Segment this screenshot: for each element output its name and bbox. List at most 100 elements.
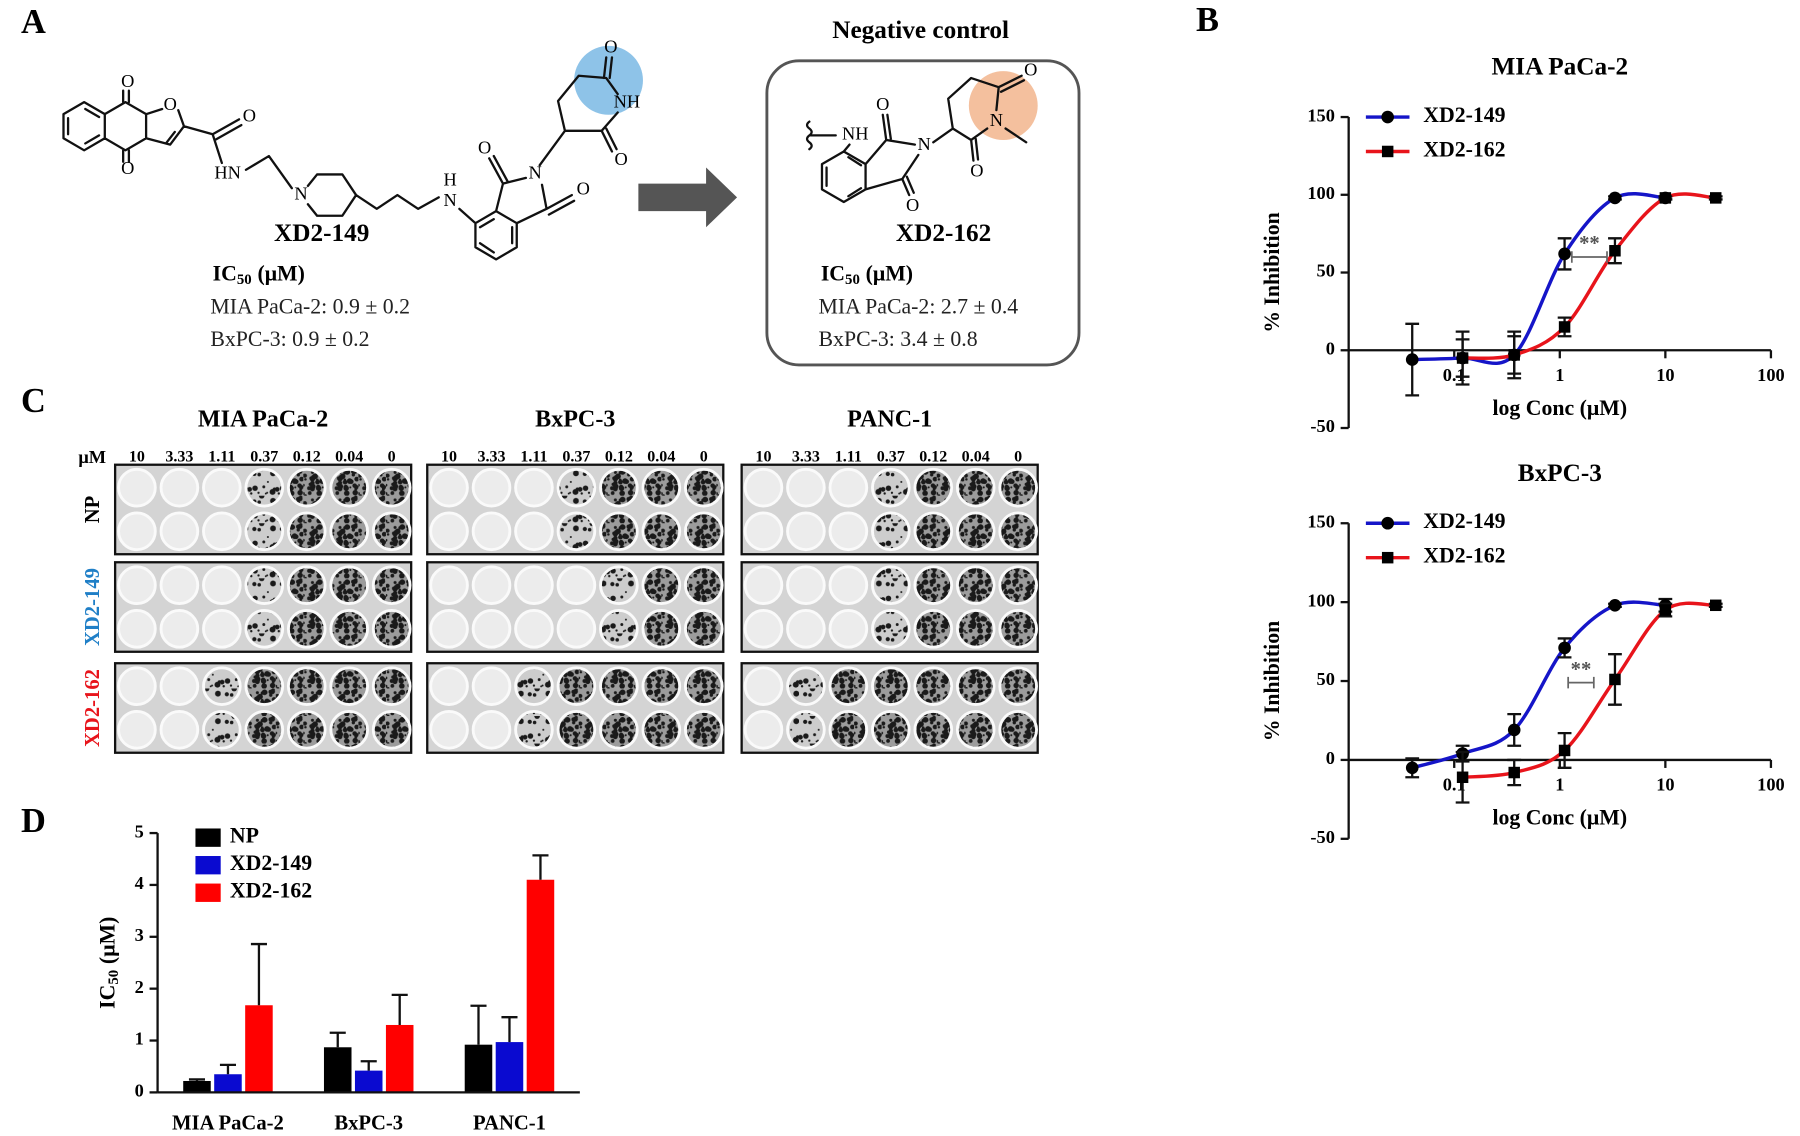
well: [828, 511, 869, 552]
marker: [1507, 723, 1521, 737]
atom-label: NH: [842, 124, 869, 144]
concentration-label: 0: [1014, 449, 1022, 466]
well: [599, 467, 639, 508]
x-tick-label: 1: [1555, 775, 1564, 795]
chart-title: MIA PaCa-2: [1491, 54, 1628, 81]
well: [743, 609, 784, 649]
well: [471, 666, 512, 706]
concentration-label: 1.11: [835, 449, 862, 466]
concentration-label: 0.12: [293, 449, 321, 466]
legend-swatch: [195, 856, 221, 875]
y-tick-label: -50: [1310, 827, 1334, 847]
well: [371, 467, 412, 508]
well: [159, 710, 200, 750]
well: [998, 609, 1038, 649]
marker: [1609, 245, 1621, 257]
bar: [464, 1044, 493, 1093]
structure-bonds: [62, 56, 619, 261]
well: [556, 609, 597, 649]
box-title: Negative control: [832, 17, 1009, 44]
ic50-title: IC50 (μM): [213, 261, 305, 288]
well: [786, 666, 826, 706]
marker: [1609, 673, 1621, 686]
ic50-title: IC50 (μM): [821, 261, 913, 288]
treatment-label: NP: [82, 495, 104, 523]
well: [683, 710, 724, 750]
well: [117, 467, 157, 508]
well: [286, 666, 327, 706]
x-tick-label: 10: [1656, 775, 1674, 795]
marker: [1558, 321, 1571, 333]
marker: [1659, 192, 1672, 204]
well: [556, 565, 597, 606]
atom-label: O: [478, 137, 491, 157]
well: [599, 666, 639, 706]
x-tick-label: 100: [1757, 775, 1785, 795]
well: [202, 710, 242, 750]
well: [871, 467, 911, 508]
well: [828, 609, 869, 649]
well: [286, 710, 327, 750]
marker: [1608, 191, 1622, 205]
label-sub: 50: [845, 273, 860, 289]
marker: [1558, 641, 1571, 655]
label-unit: (μM): [95, 917, 119, 964]
y-axis-label: IC50 (μM): [95, 917, 122, 1009]
well: [998, 565, 1038, 606]
label-main: IC: [95, 985, 119, 1009]
treatment-label: XD2-162: [82, 669, 104, 747]
well: [117, 511, 157, 552]
well: [329, 467, 370, 508]
bar: [385, 1024, 414, 1093]
well: [329, 710, 370, 750]
well: [371, 666, 412, 706]
concentration-label: 0: [700, 449, 708, 466]
fit-curve: [1411, 600, 1666, 770]
well: [683, 666, 724, 706]
well: [955, 467, 996, 508]
well: [828, 467, 869, 508]
well: [329, 609, 370, 649]
ic50-value: MIA PaCa-2: 0.9 ± 0.2: [210, 295, 410, 319]
well: [329, 666, 370, 706]
marker: [1456, 352, 1469, 364]
significance-bracket: [1570, 251, 1608, 263]
well: [828, 710, 869, 750]
well: [117, 609, 157, 649]
atom-label: N: [294, 183, 307, 203]
well: [514, 666, 554, 706]
well: [641, 710, 682, 750]
well: [683, 467, 724, 508]
atom-label: O: [876, 94, 889, 114]
marker: [1709, 192, 1722, 204]
bar: [245, 1005, 273, 1093]
marker: [1381, 516, 1394, 530]
well: [871, 565, 911, 606]
well: [371, 565, 412, 606]
legend-label: XD2-149: [230, 851, 312, 875]
label-sub: 50: [107, 970, 123, 985]
well: [683, 565, 724, 606]
error-bar: [219, 1063, 236, 1075]
chart-title: BxPC-3: [1518, 460, 1602, 487]
atom-label: O: [970, 160, 983, 180]
error-bar: [532, 854, 549, 880]
control-box: [765, 59, 1081, 367]
well: [286, 511, 327, 552]
significance-label: **: [1579, 233, 1600, 255]
panel-label: D: [21, 802, 46, 840]
concentration-label: 10: [755, 449, 771, 466]
well: [429, 511, 469, 552]
well: [871, 710, 911, 750]
error-bar: [470, 1004, 487, 1045]
x-tick-label: BxPC-3: [334, 1112, 403, 1134]
well: [471, 609, 512, 649]
legend-label: XD2-149: [1423, 509, 1505, 533]
well: [913, 565, 954, 606]
error-bar: [250, 942, 267, 1006]
well: [955, 609, 996, 649]
concentration-label: 10: [441, 449, 457, 466]
well: [514, 467, 554, 508]
concentration-label: 0.37: [562, 449, 590, 466]
well: [514, 511, 554, 552]
